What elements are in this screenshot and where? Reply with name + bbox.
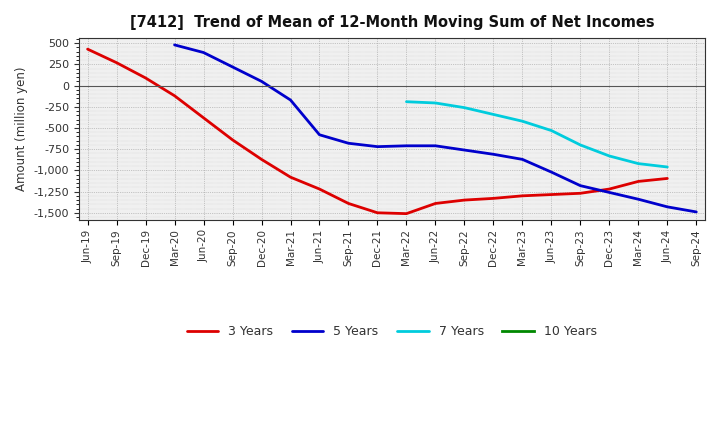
Legend: 3 Years, 5 Years, 7 Years, 10 Years: 3 Years, 5 Years, 7 Years, 10 Years xyxy=(182,320,602,343)
Y-axis label: Amount (million yen): Amount (million yen) xyxy=(15,66,28,191)
Title: [7412]  Trend of Mean of 12-Month Moving Sum of Net Incomes: [7412] Trend of Mean of 12-Month Moving … xyxy=(130,15,654,30)
